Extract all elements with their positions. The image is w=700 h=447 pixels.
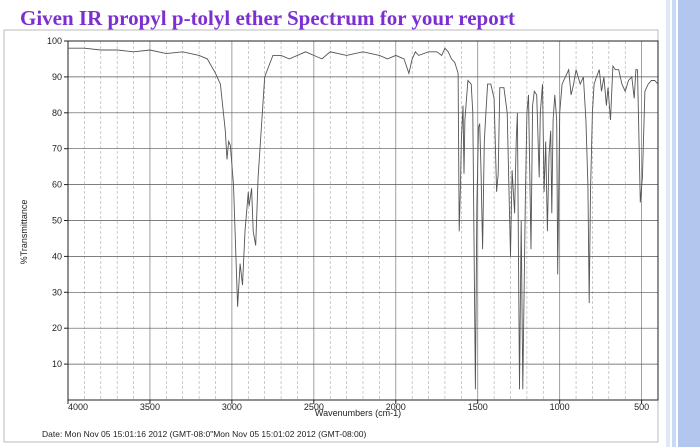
y-tick-label: 90 xyxy=(52,72,62,82)
footer-date-stamp: Date: Mon Nov 05 15:01:16 2012 (GMT-08:0… xyxy=(42,429,367,439)
x-tick-label: 1000 xyxy=(550,402,570,412)
x-tick-label: 3500 xyxy=(140,402,160,412)
decorative-side-bar xyxy=(666,0,700,447)
x-tick-label: 2000 xyxy=(386,402,406,412)
y-tick-label: 80 xyxy=(52,108,62,118)
slide-title: Given IR propyl p-tolyl ether Spectrum f… xyxy=(20,6,516,30)
x-tick-label: 4000 xyxy=(68,402,88,412)
spectrum-line xyxy=(68,47,659,390)
y-tick-label: 10 xyxy=(52,359,62,369)
x-axis-label: Wavenumbers (cm-1) xyxy=(315,408,401,418)
x-tick-label: 500 xyxy=(634,402,649,412)
ir-spectrum-chart: 4000 3500 3000 2500 2000 1500 1000 500 100 90 80 70… xyxy=(3,29,659,443)
x-tick-label: 1500 xyxy=(468,402,488,412)
y-tick-label: 40 xyxy=(52,251,62,261)
y-tick-label: 20 xyxy=(52,323,62,333)
x-tick-label: 3000 xyxy=(222,402,242,412)
axis-ticks: 4000 3500 3000 2500 2000 1500 1000 500 100 90 80 70… xyxy=(47,36,649,412)
y-tick-label: 30 xyxy=(52,287,62,297)
y-tick-label: 70 xyxy=(52,144,62,154)
y-tick-label: 60 xyxy=(52,180,62,190)
x-tick-label: 2500 xyxy=(304,402,324,412)
y-axis-label: %Transmittance xyxy=(19,200,29,265)
y-tick-label: 50 xyxy=(52,216,62,226)
y-tick-label: 100 xyxy=(47,36,62,46)
grid xyxy=(68,41,658,400)
